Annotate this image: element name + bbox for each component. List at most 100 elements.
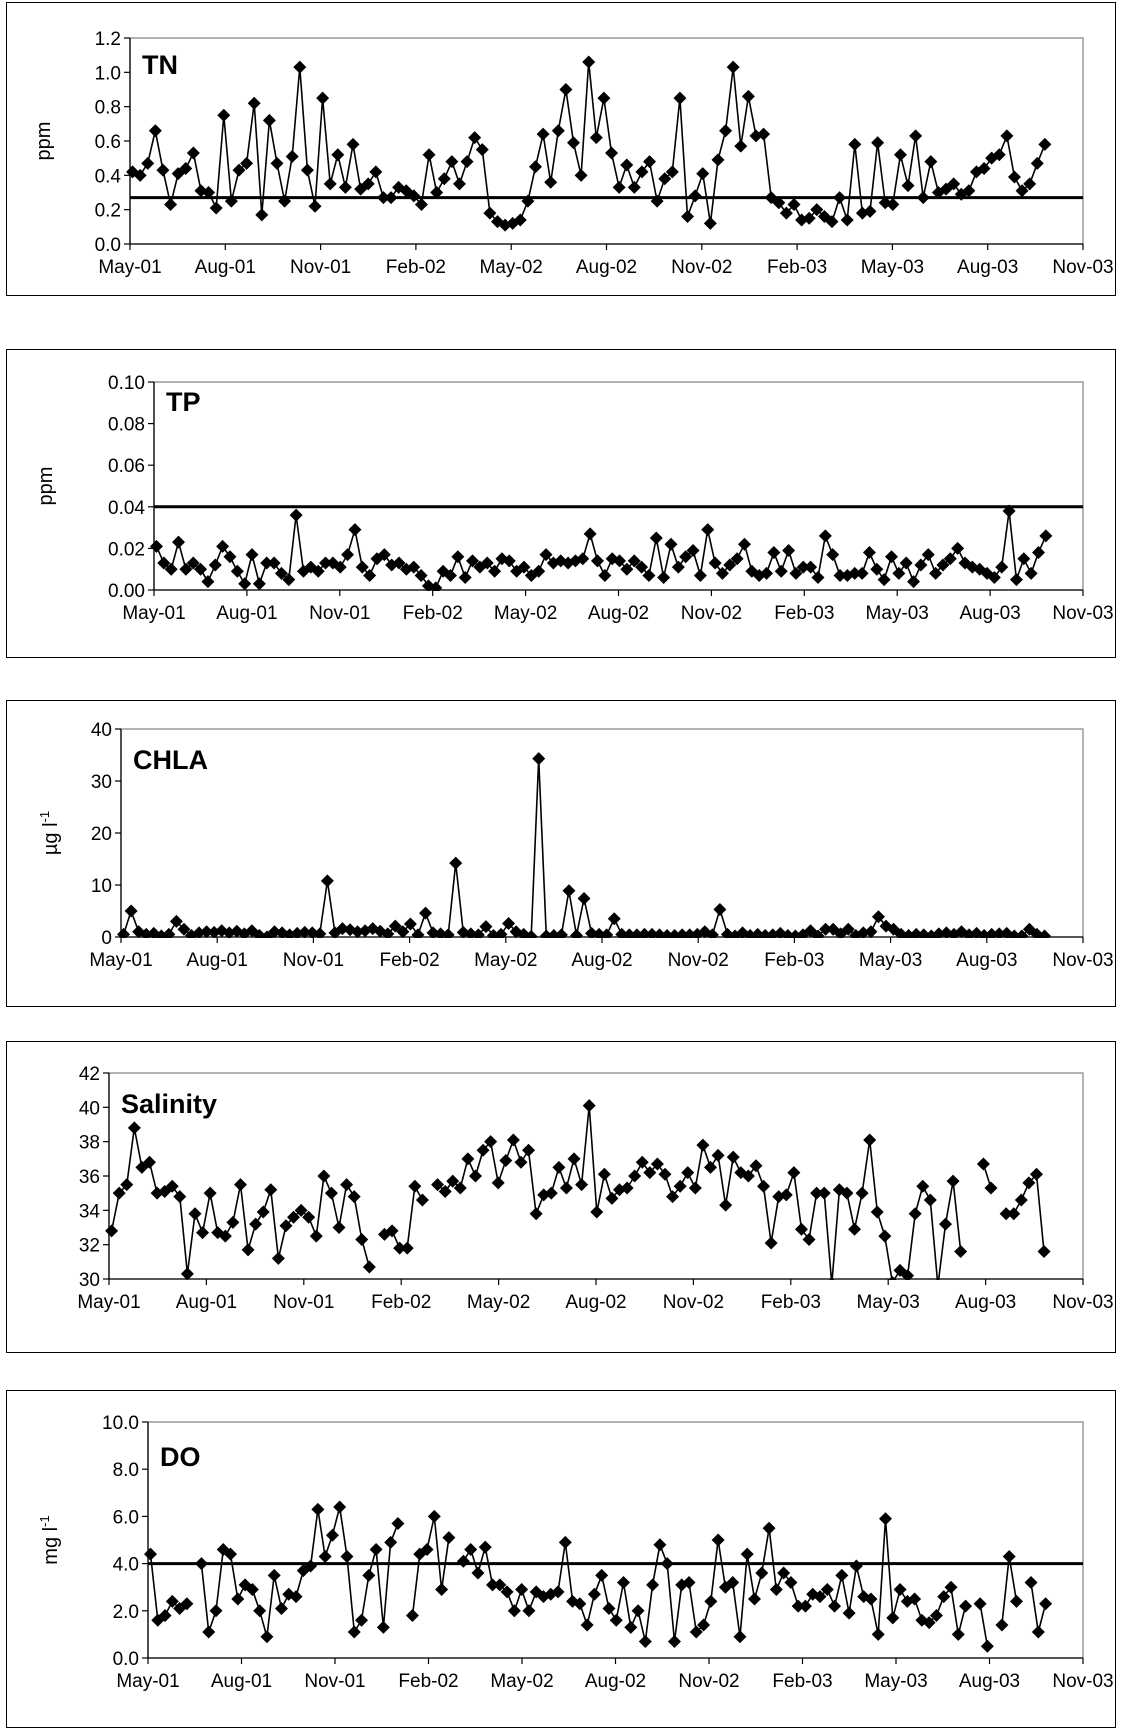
tp-data-point	[1017, 552, 1031, 566]
do-data-point	[777, 1566, 791, 1580]
chla-x-tick-label: Nov-02	[668, 950, 729, 971]
do-data-point	[755, 1566, 769, 1580]
salinity-data-point	[203, 1186, 217, 1200]
salinity-data-point	[552, 1160, 566, 1174]
do-data-point	[202, 1625, 216, 1639]
salinity-x-tick-label: May-03	[857, 1292, 920, 1313]
salinity-data-point	[643, 1166, 657, 1180]
tp-data-point	[818, 529, 832, 543]
tp-data-point	[576, 552, 590, 566]
tn-data-point	[589, 131, 603, 145]
chla-data-point	[705, 928, 719, 938]
chla-y-tick-label: 20	[91, 824, 112, 845]
tn-x-tick-label: May-02	[480, 257, 543, 278]
tn-x-tick-label: May-03	[861, 257, 924, 278]
tp-data-point	[737, 537, 751, 551]
do-data-point	[587, 1587, 601, 1601]
do-data-point	[355, 1613, 369, 1627]
salinity-data-point	[544, 1186, 558, 1200]
do-data-point	[893, 1583, 907, 1597]
tn-data-point	[673, 91, 687, 105]
chla-y-tick-label: 0	[101, 928, 112, 949]
do-data-point	[529, 1585, 543, 1599]
tn-data-point	[217, 108, 231, 122]
do-data-point	[697, 1618, 711, 1632]
salinity-series	[105, 1099, 1051, 1280]
tn-data-point	[711, 153, 725, 167]
chla-data-point	[479, 920, 493, 934]
do-data-point	[908, 1592, 922, 1606]
tp-data-point	[760, 566, 774, 580]
tn-data-point	[202, 186, 216, 199]
tp-x-tick-label: Aug-03	[959, 603, 1020, 624]
salinity-chart: 30 32 34 36 38 40 42 May-01 Aug-01 Nov-01 Feb-02 Ma…	[77, 1064, 1113, 1313]
tp-x-tick-label: May-01	[122, 603, 185, 624]
do-data-point	[282, 1587, 296, 1601]
do-data-point	[1024, 1575, 1038, 1589]
tn-data-point	[270, 156, 284, 170]
salinity-data-point	[658, 1167, 672, 1181]
tn-data-point	[947, 177, 961, 191]
tn-data-point	[430, 186, 444, 199]
salinity-data-point	[673, 1179, 687, 1193]
salinity-data-point	[863, 1133, 877, 1147]
chla-data-point	[381, 927, 395, 938]
salinity-x-tick-label: Nov-03	[1052, 1292, 1113, 1313]
salinity-data-point	[954, 1245, 968, 1259]
chla-x-tick-label: Feb-02	[379, 950, 439, 971]
do-data-point	[791, 1599, 805, 1613]
tn-data-point	[909, 129, 923, 143]
tn-data-point	[696, 167, 710, 181]
salinity-data-point	[817, 1186, 831, 1200]
salinity-data-point	[567, 1152, 581, 1166]
do-data-point	[260, 1630, 274, 1644]
salinity-data-point	[597, 1167, 611, 1181]
do-data-point	[427, 1509, 441, 1523]
do-data-point	[733, 1630, 747, 1644]
chla-data-point	[600, 928, 614, 938]
salinity-data-point	[400, 1241, 414, 1255]
do-data-point	[304, 1559, 318, 1573]
do-data-point	[405, 1609, 419, 1623]
tp-data-point	[149, 539, 163, 553]
do-data-point	[573, 1597, 587, 1611]
salinity-data-point	[628, 1169, 642, 1183]
chla-data-point	[162, 927, 176, 938]
tn-data-point	[1030, 156, 1044, 170]
salinity-data-point	[324, 1186, 338, 1200]
do-data-point	[944, 1580, 958, 1594]
do-data-point	[660, 1557, 674, 1571]
tp-y-tick-label: 0.10	[108, 373, 145, 394]
do-data-point	[842, 1606, 856, 1620]
do-data-point	[849, 1559, 863, 1573]
tp-data-point	[355, 560, 369, 574]
tp-data-point	[385, 558, 399, 572]
tp-data-point	[539, 548, 553, 562]
salinity-data-point	[484, 1135, 498, 1149]
salinity-data-point	[294, 1203, 308, 1217]
salinity-plot-area	[108, 1072, 1084, 1280]
chla-plot-area	[120, 728, 1084, 938]
salinity-data-point	[937, 1279, 939, 1280]
salinity-data-point	[112, 1186, 126, 1200]
tp-data-point	[392, 556, 406, 570]
tp-data-point	[172, 535, 186, 549]
tp-title: TP	[166, 387, 201, 417]
tp-data-point	[311, 564, 325, 578]
tp-data-point	[995, 560, 1009, 574]
do-data-point	[551, 1585, 565, 1599]
do-x-tick-label: Feb-03	[772, 1671, 832, 1692]
tp-data-point	[921, 548, 935, 562]
chla-data-point	[237, 927, 251, 938]
tn-data-point	[338, 180, 352, 194]
salinity-data-point	[188, 1207, 202, 1221]
tp-data-point	[267, 556, 281, 570]
tp-x-tick-label: Aug-02	[588, 603, 649, 624]
salinity-data-point	[1007, 1207, 1021, 1221]
tn-x-tick-label: Aug-01	[195, 257, 256, 278]
do-data-point	[922, 1616, 936, 1630]
do-data-point	[973, 1597, 987, 1611]
do-data-point	[194, 1557, 208, 1571]
do-y-tick-label: 2.0	[113, 1602, 139, 1623]
tp-data-point	[649, 531, 663, 545]
